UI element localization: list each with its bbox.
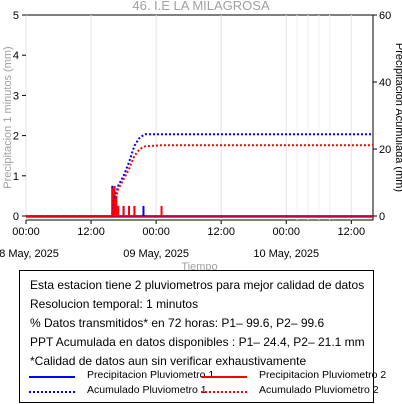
x-date-label: 09 May, 2025 (123, 248, 189, 260)
y-left-tick-label: 2 (13, 131, 19, 143)
x-tick-label: 12:00 (338, 226, 366, 238)
y-left-tick-label: 5 (13, 10, 19, 22)
x-date-label: 08 May, 2025 (0, 248, 59, 260)
x-tick-label: 12:00 (77, 226, 105, 238)
x-tick-label: 00:00 (142, 226, 170, 238)
y-right-tick-label: 0 (379, 211, 385, 223)
x-tick-label: 12:00 (207, 226, 235, 238)
legend-label-precip-1: Precipitacion Pluviometro 1 (87, 369, 215, 381)
legend-swatch-accum-2 (201, 391, 247, 393)
y-left-tick-label: 3 (13, 90, 19, 102)
y-right-tick-label: 20 (379, 144, 391, 156)
legend-label-accum-1: Acumulado Pluviometro 1 (87, 384, 207, 396)
rainfall-chart: 00:00 12:00 00:00 12:00 00:00 12:00 08 May, 20… (0, 10, 402, 270)
y-left-tick-label: 4 (13, 50, 19, 62)
y-right-axis-label: Precipitacion Acumulada (mm) (393, 43, 402, 192)
x-tick-label: 00:00 (272, 226, 300, 238)
series-accum-1-line (26, 133, 373, 217)
y-right-tick-label: 60 (379, 10, 391, 22)
series-accum-2-line (26, 144, 373, 217)
info-legend-box: Esta estacion tiene 2 pluviometros para … (19, 270, 386, 403)
y-right-tick-label: 40 (379, 77, 391, 89)
legend-label-accum-2: Acumulado Pluviometro 2 (259, 384, 379, 396)
x-tick-label: 00:00 (12, 226, 40, 238)
legend-swatch-accum-1 (29, 391, 75, 393)
info-line-pluviometers: Esta estacion tiene 2 pluviometros para … (30, 278, 365, 292)
legend-swatch-precip-1 (29, 376, 75, 378)
y-left-axis-label: Precipitacion 1 minutos (mm) (2, 46, 14, 188)
info-line-resolution: Resolucion temporal: 1 minutos (30, 297, 199, 311)
x-date-label: 10 May, 2025 (253, 248, 319, 260)
y-left-tick-label: 1 (13, 171, 19, 183)
plot-frame (25, 14, 374, 221)
chart-title: 46. I.E LA MILAGROSA (132, 0, 270, 13)
legend-label-precip-2: Precipitacion Pluviometro 2 (259, 369, 387, 381)
x-axis-label: Tiempo (181, 261, 217, 270)
info-line-accumulated: PPT Acumulada en datos disponibles : P1–… (30, 335, 365, 349)
legend-swatch-precip-2 (201, 376, 247, 378)
info-line-transmitted: % Datos transmitidos* en 72 horas: P1– 9… (30, 316, 325, 330)
info-line-quality-note: *Calidad de datos aun sin verificar exha… (30, 354, 307, 368)
y-left-tick-label: 0 (13, 211, 19, 223)
